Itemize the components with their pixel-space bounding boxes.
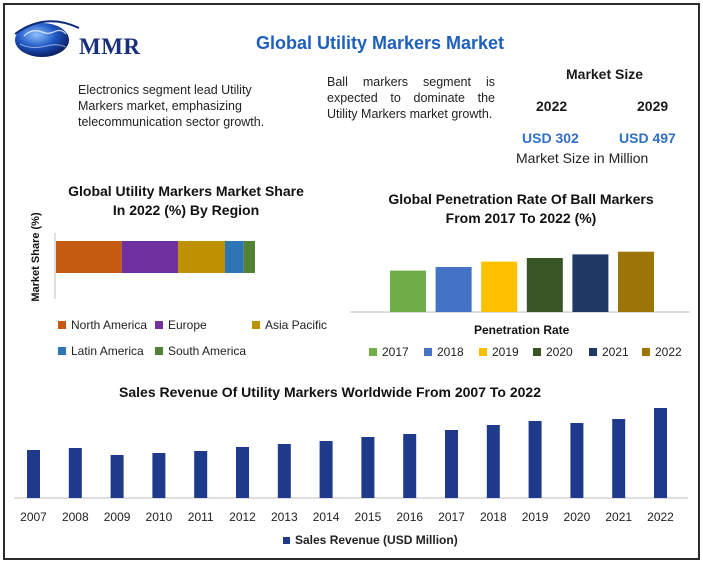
penetration-legend-label: 2021 <box>602 345 629 359</box>
region-legend-swatch <box>155 321 163 329</box>
region-legend-swatch <box>252 321 260 329</box>
revenue-bar-2012 <box>236 447 249 498</box>
region-y-axis-label: Market Share (%) <box>30 212 42 302</box>
revenue-chart: 2007 2008 2009 2010 2011 2012 2013 2014 2015 2016… <box>14 408 688 524</box>
revenue-tick-label: 2022 <box>647 510 674 524</box>
penetration-legend-label: 2022 <box>655 345 682 359</box>
region-share-chart: Market Share (%) <box>30 212 255 302</box>
penetration-bar-2021 <box>572 254 609 312</box>
penetration-legend-swatch <box>369 348 377 356</box>
revenue-tick-label: 2016 <box>396 510 423 524</box>
region-legend-label: North America <box>71 318 148 332</box>
revenue-bar-2008 <box>68 448 82 498</box>
market-size-year-end: 2029 <box>637 98 669 114</box>
market-size-label: Market Size <box>566 66 644 82</box>
penetration-legend-swatch <box>642 348 650 356</box>
region-legend-item: Asia Pacific <box>252 318 327 332</box>
region-legend-label: Asia Pacific <box>265 318 328 332</box>
penetration-legend-label: 2018 <box>437 345 464 359</box>
revenue-tick-label: 2018 <box>480 510 507 524</box>
revenue-bar-2022 <box>654 408 667 498</box>
region-bar-segment-0 <box>56 241 122 273</box>
revenue-tick-label: 2020 <box>564 510 591 524</box>
penetration-legend-label: 2017 <box>382 345 409 359</box>
penetration-legend-item: 2018 <box>424 345 464 359</box>
revenue-tick-label: 2011 <box>188 510 214 524</box>
revenue-legend-swatch <box>283 536 290 544</box>
penetration-bar-2022 <box>618 251 654 312</box>
revenue-bar-2013 <box>277 444 291 498</box>
revenue-tick-label: 2009 <box>104 510 131 524</box>
penetration-chart-title: Global Penetration Rate Of Ball Markers … <box>388 191 654 226</box>
revenue-bar-2018 <box>486 425 500 498</box>
region-legend-item: North America <box>58 318 147 332</box>
logo-text: MMR <box>79 34 141 59</box>
middle-note: Ball markers segment is expected to domi… <box>327 75 495 121</box>
revenue-tick-label: 2007 <box>20 510 47 524</box>
penetration-bar-2020 <box>526 258 563 312</box>
region-legend-label: Latin America <box>71 344 144 358</box>
revenue-chart-title: Sales Revenue Of Utility Markers Worldwi… <box>119 384 541 400</box>
revenue-bar-2015 <box>361 437 375 498</box>
region-bar-segment-3 <box>224 241 244 273</box>
penetration-bar-2019 <box>481 261 518 312</box>
globe-logo-icon <box>14 20 80 57</box>
region-bar-segment-2 <box>178 241 225 273</box>
penetration-legend-item: 2021 <box>589 345 629 359</box>
revenue-tick-label: 2013 <box>271 510 298 524</box>
revenue-bar-2007 <box>27 450 40 498</box>
revenue-tick-label: 2010 <box>146 510 173 524</box>
revenue-legend-label: Sales Revenue (USD Million) <box>295 533 458 547</box>
penetration-legend-item: 2020 <box>533 345 573 359</box>
revenue-bar-2016 <box>403 434 417 498</box>
penetration-legend-swatch <box>589 348 597 356</box>
region-legend-swatch <box>155 347 163 355</box>
region-bar-segment-4 <box>243 241 255 273</box>
region-chart-title: Global Utility Markers Market Share In 2… <box>68 183 304 218</box>
region-bar-segment-1 <box>121 241 179 273</box>
revenue-tick-label: 2021 <box>605 510 632 524</box>
revenue-tick-label: 2012 <box>229 510 256 524</box>
page-title: Global Utility Markers Market <box>255 33 505 53</box>
revenue-tick-label: 2008 <box>62 510 89 524</box>
penetration-bar-2017 <box>390 270 426 312</box>
penetration-legend-item: 2022 <box>642 345 682 359</box>
revenue-tick-label: 2019 <box>522 510 549 524</box>
penetration-x-axis-label: Penetration Rate <box>474 323 570 337</box>
region-legend-item: Europe <box>155 318 207 332</box>
revenue-bar-2011 <box>194 451 208 498</box>
region-legend-item: Latin America <box>58 344 144 358</box>
region-legend-swatch <box>58 347 66 355</box>
revenue-bar-2010 <box>152 453 166 498</box>
revenue-legend-item: Sales Revenue (USD Million) <box>283 533 458 547</box>
revenue-bar-2021 <box>612 419 626 498</box>
revenue-bar-2019 <box>528 421 542 498</box>
penetration-legend-swatch <box>424 348 432 356</box>
region-legend-label: South America <box>168 344 247 358</box>
penetration-legend-swatch <box>479 348 487 356</box>
revenue-tick-label: 2014 <box>313 510 340 524</box>
left-note: Electronics segment lead Utility Markers… <box>78 83 265 129</box>
revenue-tick-label: 2015 <box>355 510 382 524</box>
region-legend-swatch <box>58 321 66 329</box>
revenue-tick-label: 2017 <box>438 510 465 524</box>
revenue-bar-2009 <box>110 455 124 498</box>
penetration-legend-swatch <box>533 348 541 356</box>
market-size-value-end: USD 497 <box>619 130 676 146</box>
revenue-bar-2014 <box>319 441 333 498</box>
penetration-legend-item: 2019 <box>479 345 519 359</box>
market-size-year-start: 2022 <box>536 98 568 114</box>
region-legend-label: Europe <box>168 318 207 332</box>
market-size-caption: Market Size in Million <box>516 150 649 166</box>
revenue-bar-2020 <box>570 423 584 498</box>
revenue-bar-2017 <box>445 430 458 498</box>
penetration-bar-2018 <box>435 267 472 312</box>
region-legend-item: South America <box>155 344 246 358</box>
penetration-legend-label: 2019 <box>492 345 519 359</box>
penetration-legend-item: 2017 <box>369 345 409 359</box>
penetration-legend-label: 2020 <box>546 345 573 359</box>
penetration-chart <box>350 251 690 313</box>
market-size-value-start: USD 302 <box>522 130 579 146</box>
